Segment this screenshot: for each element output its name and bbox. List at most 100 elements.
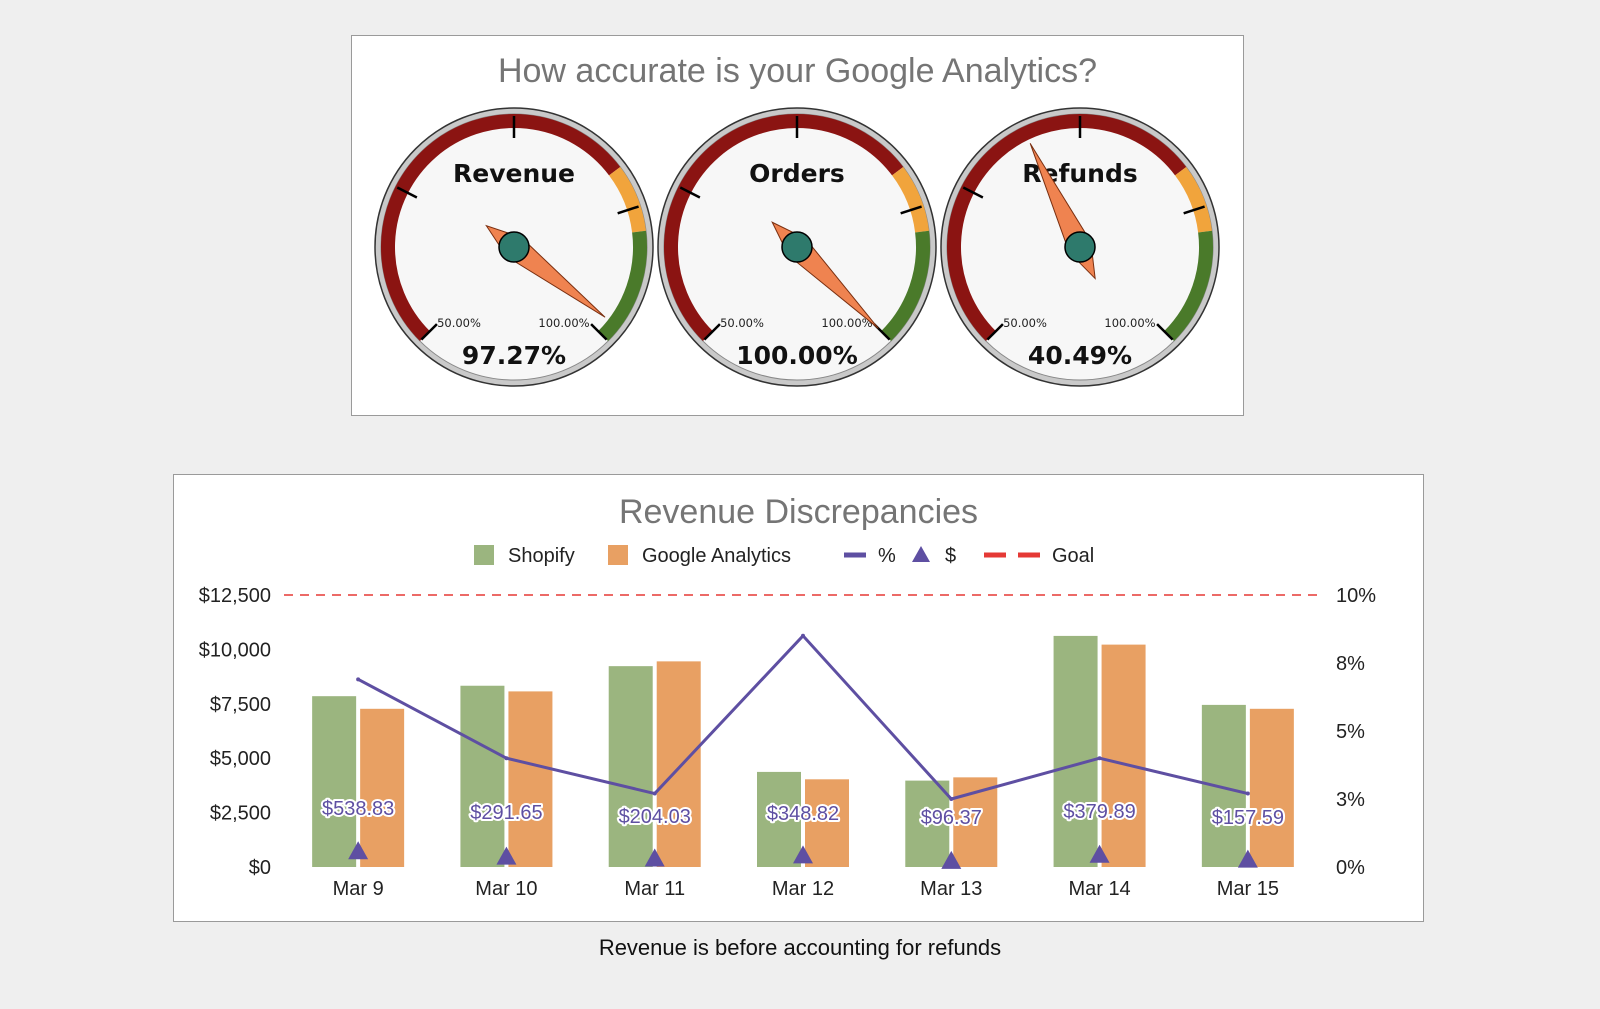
gauge-tick bbox=[396, 186, 418, 199]
y-right-tick: 0% bbox=[1336, 857, 1365, 879]
gauge-band-green bbox=[598, 230, 647, 342]
gauges-area: Revenue 50.00% 100.00% 97.27% Orders 50.00% 10… bbox=[374, 107, 1220, 387]
dollar-label: $204.03 bbox=[619, 806, 691, 828]
legend-item: Shopify bbox=[474, 545, 575, 567]
y-right-tick: 3% bbox=[1336, 789, 1365, 811]
dollar-label: $379.89 bbox=[1063, 801, 1135, 823]
gauge-label: Revenue bbox=[453, 159, 575, 188]
chart-panel: Revenue Discrepancies Shopify Google Anal… bbox=[173, 474, 1424, 922]
percent-point bbox=[1245, 791, 1250, 796]
legend-label: % bbox=[878, 545, 896, 567]
legend-item: $ bbox=[912, 545, 956, 567]
gauge-tick bbox=[900, 205, 922, 215]
gauge-tick bbox=[962, 186, 984, 199]
percent-point bbox=[949, 797, 954, 801]
y-right-tick: 5% bbox=[1336, 721, 1365, 743]
bar-shopify bbox=[608, 666, 653, 867]
dollar-label: $96.37 bbox=[921, 807, 982, 829]
bar-shopify bbox=[905, 780, 950, 867]
legend-swatch bbox=[912, 546, 930, 562]
legend-item: Google Analytics bbox=[608, 545, 791, 567]
bar-shopify bbox=[1201, 704, 1246, 867]
gauge-tick bbox=[590, 323, 608, 341]
y-right-tick: 10% bbox=[1336, 585, 1376, 607]
gauge-band-red bbox=[947, 114, 1187, 342]
gauge-value: 100.00% bbox=[736, 341, 858, 370]
gauge-value: 40.49% bbox=[1028, 341, 1132, 370]
legend-item: Goal bbox=[984, 545, 1094, 567]
gauge-tick bbox=[420, 323, 438, 341]
chart-legend: Shopify Google Analytics% $ Goal bbox=[474, 545, 1094, 567]
gauge-value: 97.27% bbox=[462, 341, 566, 370]
gauge-band-red bbox=[664, 114, 904, 342]
bar-google-analytics bbox=[360, 708, 405, 867]
gauge-max-label: 100.00% bbox=[821, 316, 872, 330]
gauge-hub bbox=[781, 231, 813, 263]
gauge-tick bbox=[1156, 323, 1174, 341]
gauge-orders: Orders 50.00% 100.00% 100.00% bbox=[657, 107, 937, 387]
gauge-band-green bbox=[1164, 230, 1213, 342]
legend-swatch bbox=[608, 545, 628, 565]
gauge-band-orange bbox=[1174, 166, 1213, 233]
legend-label: $ bbox=[945, 545, 956, 567]
gauge-tick bbox=[986, 323, 1004, 341]
percent-point bbox=[652, 791, 657, 796]
dollar-marker bbox=[793, 845, 813, 864]
revenue-chart: Shopify Google Analytics% $ Goal $0 $2,500 $5,… bbox=[199, 545, 1376, 900]
bar-shopify bbox=[312, 696, 357, 867]
x-tick: Mar 12 bbox=[772, 878, 834, 900]
y-left-tick: $12,500 bbox=[199, 585, 271, 607]
legend-item: % bbox=[844, 545, 896, 567]
gauge-hub bbox=[1064, 231, 1096, 263]
bar-shopify bbox=[757, 771, 801, 867]
dollar-label: $157.59 bbox=[1212, 807, 1284, 829]
y-left-tick: $10,000 bbox=[199, 639, 271, 661]
x-tick: Mar 9 bbox=[333, 878, 384, 900]
gauges-panel: How accurate is your Google Analytics? R… bbox=[351, 35, 1244, 416]
bar-google-analytics bbox=[805, 779, 849, 867]
gauge-max-label: 100.00% bbox=[538, 316, 589, 330]
bar-shopify bbox=[1053, 635, 1098, 867]
y-left-tick: $5,000 bbox=[210, 748, 271, 770]
legend-label: Google Analytics bbox=[642, 545, 791, 567]
x-tick: Mar 11 bbox=[624, 878, 685, 900]
dollar-label: $538.83 bbox=[322, 798, 394, 820]
dollar-marker bbox=[496, 846, 517, 865]
y-left-tick: $0 bbox=[249, 857, 271, 879]
gauge-band-red bbox=[381, 114, 621, 342]
dollar-marker bbox=[941, 850, 962, 869]
gauge-band-orange bbox=[608, 166, 647, 233]
bar-shopify bbox=[460, 685, 505, 867]
gauge-revenue: Revenue 50.00% 100.00% 97.27% bbox=[374, 107, 654, 387]
legend-swatch bbox=[474, 545, 494, 565]
x-tick: Mar 15 bbox=[1217, 878, 1279, 900]
dollar-label: $291.65 bbox=[470, 802, 542, 824]
percent-point bbox=[356, 677, 361, 682]
gauge-tick bbox=[1183, 205, 1205, 215]
y-left-tick: $2,500 bbox=[210, 803, 271, 825]
gauge-tick bbox=[617, 205, 639, 215]
gauge-label: Orders bbox=[749, 159, 845, 188]
percent-point bbox=[504, 756, 509, 761]
bar-google-analytics bbox=[1249, 708, 1294, 867]
percent-point bbox=[1097, 756, 1102, 761]
percent-point bbox=[801, 633, 805, 638]
gauge-band-green bbox=[881, 230, 930, 342]
dollar-marker bbox=[644, 848, 665, 867]
gauge-min-label: 50.00% bbox=[437, 316, 481, 330]
bar-google-analytics bbox=[508, 691, 553, 867]
gauge-tick bbox=[703, 323, 721, 341]
gauge-max-label: 100.00% bbox=[1104, 316, 1155, 330]
bar-google-analytics bbox=[1101, 644, 1146, 867]
chart-footnote: Revenue is before accounting for refunds bbox=[598, 935, 1002, 960]
gauge-min-label: 50.00% bbox=[720, 316, 764, 330]
x-tick: Mar 13 bbox=[920, 878, 982, 900]
gauge-tick bbox=[679, 186, 701, 199]
x-tick: Mar 10 bbox=[475, 878, 537, 900]
gauge-hub bbox=[498, 231, 530, 263]
x-tick: Mar 14 bbox=[1068, 878, 1130, 900]
legend-label: Shopify bbox=[508, 545, 575, 567]
y-left-tick: $7,500 bbox=[210, 694, 271, 716]
dollar-label: $348.82 bbox=[767, 803, 839, 825]
